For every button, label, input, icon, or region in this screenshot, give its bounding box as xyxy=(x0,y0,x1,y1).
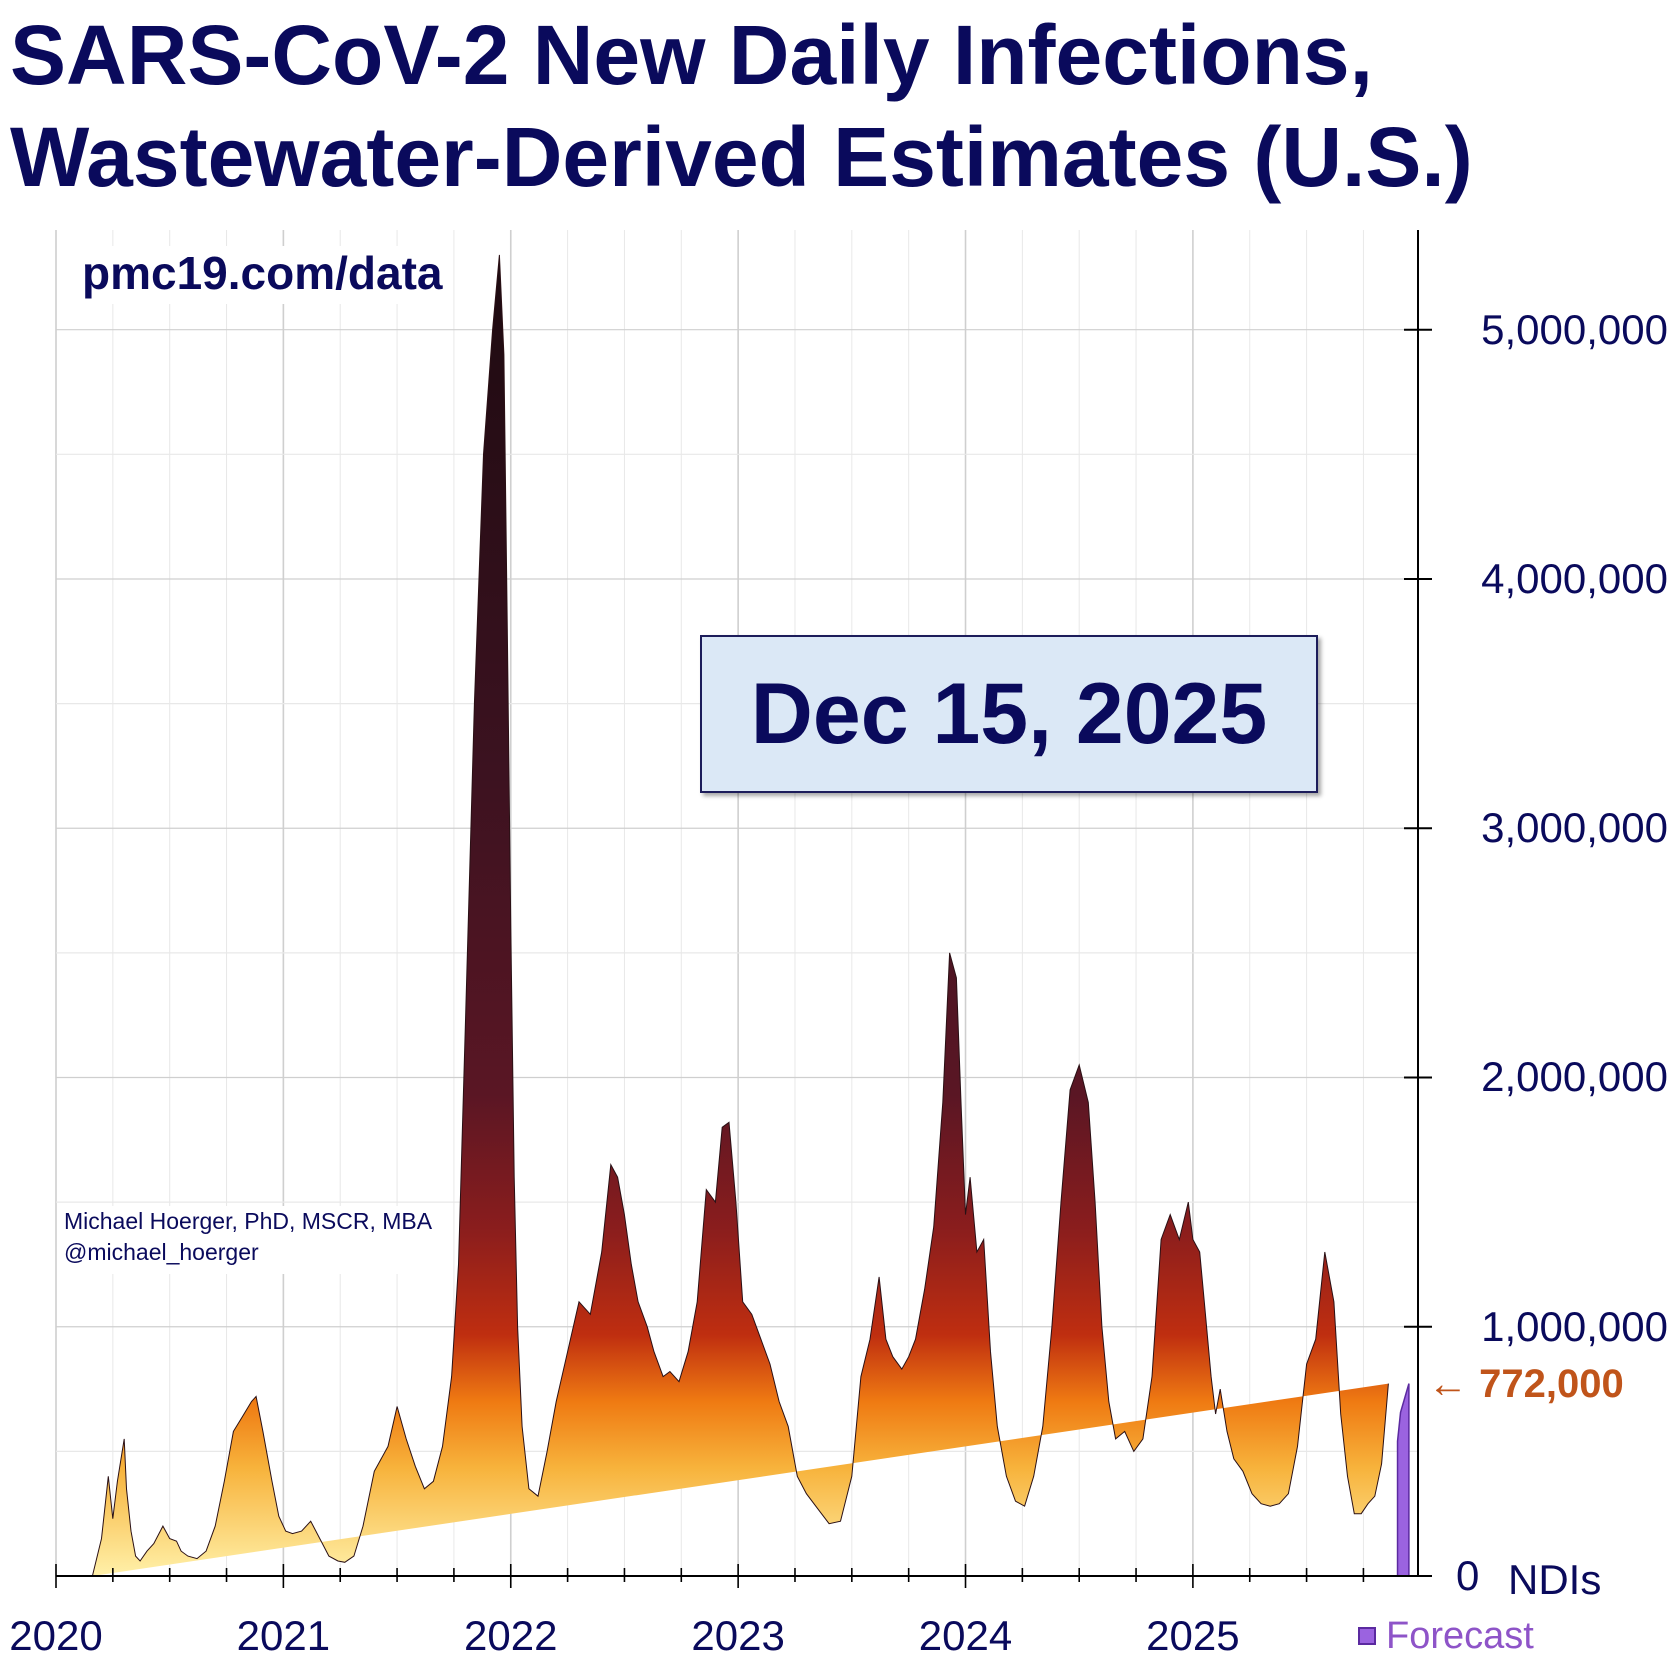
legend-forecast-label: Forecast xyxy=(1386,1615,1534,1657)
author-handle: @michael_hoerger xyxy=(64,1239,259,1265)
x-tick-label: 2025 xyxy=(1146,1612,1240,1659)
forecast-swatch-icon xyxy=(1358,1627,1376,1645)
forecast-area xyxy=(1396,1383,1410,1577)
author-credit: Michael Hoerger, PhD, MSCR, MBA @michael… xyxy=(62,1206,439,1274)
chart-title-line-1: SARS-CoV-2 New Daily Infections, xyxy=(10,8,1373,102)
chart-axes xyxy=(55,230,1432,1588)
y-tick-label: 5,000,000 xyxy=(1481,305,1668,353)
author-name: Michael Hoerger, PhD, MSCR, MBA xyxy=(64,1208,433,1234)
source-url: pmc19.com/data xyxy=(80,246,449,304)
x-tick-label: 2022 xyxy=(464,1612,558,1659)
y-tick-label: 2,000,000 xyxy=(1481,1053,1668,1101)
current-value: 772,000 xyxy=(1479,1361,1624,1406)
y-tick-label: 3,000,000 xyxy=(1481,804,1668,852)
date-box: Dec 15, 2025 xyxy=(700,635,1318,793)
infection-area xyxy=(91,254,1389,1577)
y-axis-label: NDIs xyxy=(1508,1556,1602,1603)
chart-title: SARS-CoV-2 New Daily Infections, Wastewa… xyxy=(10,4,1473,208)
chart-title-line-2: Wastewater-Derived Estimates (U.S.) xyxy=(10,110,1473,204)
x-tick-label: 2021 xyxy=(236,1612,331,1659)
y-tick-label: 0 xyxy=(1456,1552,1480,1599)
y-tick-label: 1,000,000 xyxy=(1481,1302,1668,1350)
x-tick-label: 2023 xyxy=(691,1612,785,1659)
current-value-annotation: ← 772,000 xyxy=(1428,1360,1624,1408)
x-tick-label: 2020 xyxy=(9,1612,103,1659)
legend: Forecast xyxy=(1358,1612,1534,1660)
arrow-left-icon: ← xyxy=(1428,1361,1468,1406)
y-tick-label: 4,000,000 xyxy=(1481,554,1668,602)
date-label: Dec 15, 2025 xyxy=(750,665,1268,762)
x-tick-label: 2024 xyxy=(918,1612,1013,1659)
